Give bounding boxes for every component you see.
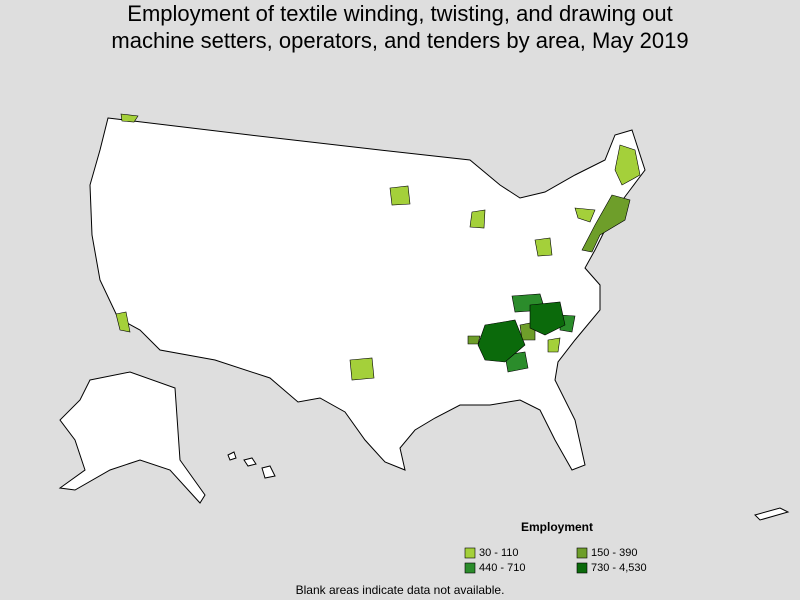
footnote: Blank areas indicate data not available. (296, 583, 505, 597)
area-shading (574, 207, 596, 223)
islands (754, 507, 790, 521)
alaska (58, 371, 206, 504)
area-shading (529, 301, 566, 336)
area-shading (614, 144, 641, 186)
area-shading (389, 185, 411, 206)
contiguous-us (89, 117, 646, 471)
area-shading (115, 311, 131, 333)
legend-swatch (464, 562, 476, 574)
legend-swatch (464, 547, 476, 559)
area-shading (469, 209, 486, 229)
area-shading (534, 237, 553, 257)
map (58, 113, 790, 521)
legend-label: 730 - 4,530 (591, 562, 647, 574)
area-shading (467, 335, 481, 345)
title-line: machine setters, operators, and tenders … (111, 28, 688, 53)
area-shading (120, 113, 139, 123)
legend-label: 30 - 110 (479, 547, 519, 559)
legend-swatch (576, 547, 588, 559)
hawaii (227, 451, 276, 479)
legend: 30 - 110 150 - 390 440 - 710 730 - 4,530 (464, 547, 647, 574)
area-shading (477, 319, 526, 363)
legend-swatch (576, 562, 588, 574)
legend-title: Employment (521, 520, 593, 534)
area-shading (547, 337, 561, 353)
legend-label: 440 - 710 (479, 562, 525, 574)
area-shading (581, 194, 631, 253)
title-line: Employment of textile winding, twisting,… (127, 1, 672, 26)
area-shading (349, 357, 375, 381)
legend-label: 150 - 390 (591, 547, 637, 559)
